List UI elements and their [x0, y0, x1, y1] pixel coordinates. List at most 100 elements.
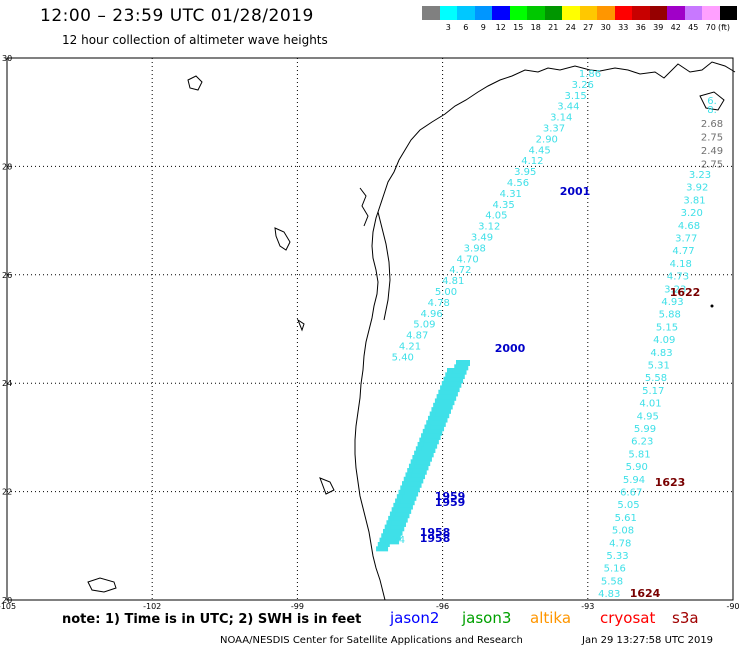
scale-label: 18	[530, 23, 541, 32]
wave-height-dense-mark	[400, 499, 415, 506]
wave-height-dense-mark	[428, 429, 443, 436]
wave-height-label: 3.95	[514, 167, 536, 178]
pass-time-label: 1959	[435, 496, 466, 509]
wave-height-dense-mark	[440, 399, 455, 406]
wave-height-dense-mark	[438, 403, 453, 410]
wave-height-dense-mark	[447, 381, 462, 388]
longitude-tick-label: -93	[581, 602, 594, 611]
wave-height-dense-mark	[456, 360, 470, 366]
wave-height-dense-mark	[436, 407, 451, 414]
scale-label: 36	[635, 23, 646, 32]
wave-height-label: 4.35	[492, 200, 514, 211]
scale-swatch	[614, 6, 632, 20]
wave-height-label: 4.73	[667, 272, 689, 283]
longitude-tick-label: -96	[436, 602, 449, 611]
wave-height-dense-mark	[397, 507, 412, 514]
wave-height-label: 4.68	[678, 221, 700, 232]
wave-height-label: 3.49	[471, 233, 493, 244]
island-shape-1	[187, 75, 203, 91]
wave-height-label: 4.31	[500, 189, 522, 200]
scale-swatch	[702, 6, 720, 20]
island-shape-4	[319, 477, 335, 495]
scale-cell: 36	[632, 6, 650, 32]
wave-height-dense-mark	[405, 486, 420, 493]
scale-cell: 42	[667, 6, 685, 32]
scale-swatch	[422, 6, 440, 20]
scale-label: 15	[513, 23, 524, 32]
wave-height-label: 3.77	[675, 234, 697, 245]
wave-height-label: 3.15	[564, 91, 586, 102]
island-shape-6	[699, 91, 725, 111]
wave-height-label: 3.23	[664, 284, 686, 295]
wave-height-label: 4.77	[672, 246, 694, 257]
scale-label: 42	[670, 23, 681, 32]
coastline	[87, 61, 736, 601]
wave-height-dense-mark	[398, 503, 413, 510]
wave-height-label: 5.16	[604, 564, 626, 575]
track-end-dot	[710, 304, 714, 308]
satellite-legend-item: cryosat	[600, 609, 656, 627]
wave-height-dense-mark	[386, 534, 401, 540]
wave-height-label: 2.75	[701, 160, 723, 171]
pass-time-label: 1622	[670, 286, 701, 299]
map-grid: -105 -102 -99 -96 -93 -90 30 28 26 24 22 20	[0, 54, 740, 611]
wave-height-dense-mark	[388, 529, 403, 536]
wave-height-label: 5.90	[626, 462, 648, 473]
footer-note: note: 1) Time is in UTC; 2) SWH is in fe…	[62, 612, 362, 627]
wave-height-label: 4.83	[650, 348, 672, 359]
wave-height-dense-mark	[412, 468, 427, 475]
wave-height-dense-mark	[442, 394, 457, 401]
wave-height-label: 3.26	[572, 80, 594, 91]
wave-height-label: 4.70	[456, 254, 478, 265]
wave-height-label: 5.40	[392, 352, 414, 363]
wave-height-dense-mark	[424, 438, 439, 445]
wave-height-dense-mark	[393, 516, 408, 523]
map-frame	[6, 57, 734, 601]
wave-height-label: 2.75	[701, 133, 723, 144]
scale-cell: 70	[702, 6, 720, 32]
wave-height-label: 3.98	[464, 243, 486, 254]
wave-height-label: 5.00	[435, 287, 457, 298]
scale-cell: 3	[439, 6, 457, 32]
scale-label: 27	[583, 23, 594, 32]
wave-height-label: 4.21	[399, 342, 421, 353]
scale-swatch	[579, 6, 597, 20]
scale-swatch	[492, 6, 510, 20]
coastal-bay-line	[359, 187, 369, 227]
wave-height-label: 3.37	[543, 124, 565, 135]
island-shape-5	[296, 318, 305, 332]
scale-cell: 9	[474, 6, 492, 32]
wave-height-label: 5.24	[383, 535, 405, 546]
wave-height-dense-mark	[404, 490, 419, 497]
scale-swatch	[632, 6, 650, 20]
wave-height-label: 5.88	[659, 310, 681, 321]
scale-swatch	[667, 6, 685, 20]
wave-height-dense-mark	[435, 412, 450, 419]
scale-cell	[719, 6, 737, 32]
scale-cell: 45	[684, 6, 702, 32]
wave-height-dense-mark	[421, 447, 436, 453]
wave-height-dense-mark	[423, 442, 438, 449]
scale-label: 24	[565, 23, 576, 32]
pass-time-label: 1959	[435, 490, 466, 503]
wave-height-dense-mark	[454, 364, 469, 371]
scale-cell: 30	[597, 6, 615, 32]
wave-height-dense-mark	[407, 481, 422, 488]
scale-label: 6	[463, 23, 469, 32]
scale-label: 70	[705, 23, 716, 32]
wave-height-label: 4.56	[507, 178, 529, 189]
wave-height-dense-mark	[411, 473, 426, 480]
wave-height-label: 4.96	[420, 309, 442, 320]
wave-height-dense-mark	[390, 525, 405, 532]
scale-cell	[422, 6, 440, 32]
pass-time-label: 1958	[420, 526, 451, 539]
coastal-island-line	[377, 211, 391, 321]
scale-label: 39	[653, 23, 664, 32]
satellite-legend-item: jason3	[462, 609, 512, 627]
wave-height-dense-mark	[426, 433, 441, 440]
wave-height-label: 4.83	[598, 589, 620, 600]
wave-height-label: 5.31	[648, 361, 670, 372]
wave-height-label: 5.08	[612, 526, 634, 537]
pass-time-label: 1958	[420, 532, 451, 545]
wave-height-label: 2.49	[701, 146, 723, 157]
